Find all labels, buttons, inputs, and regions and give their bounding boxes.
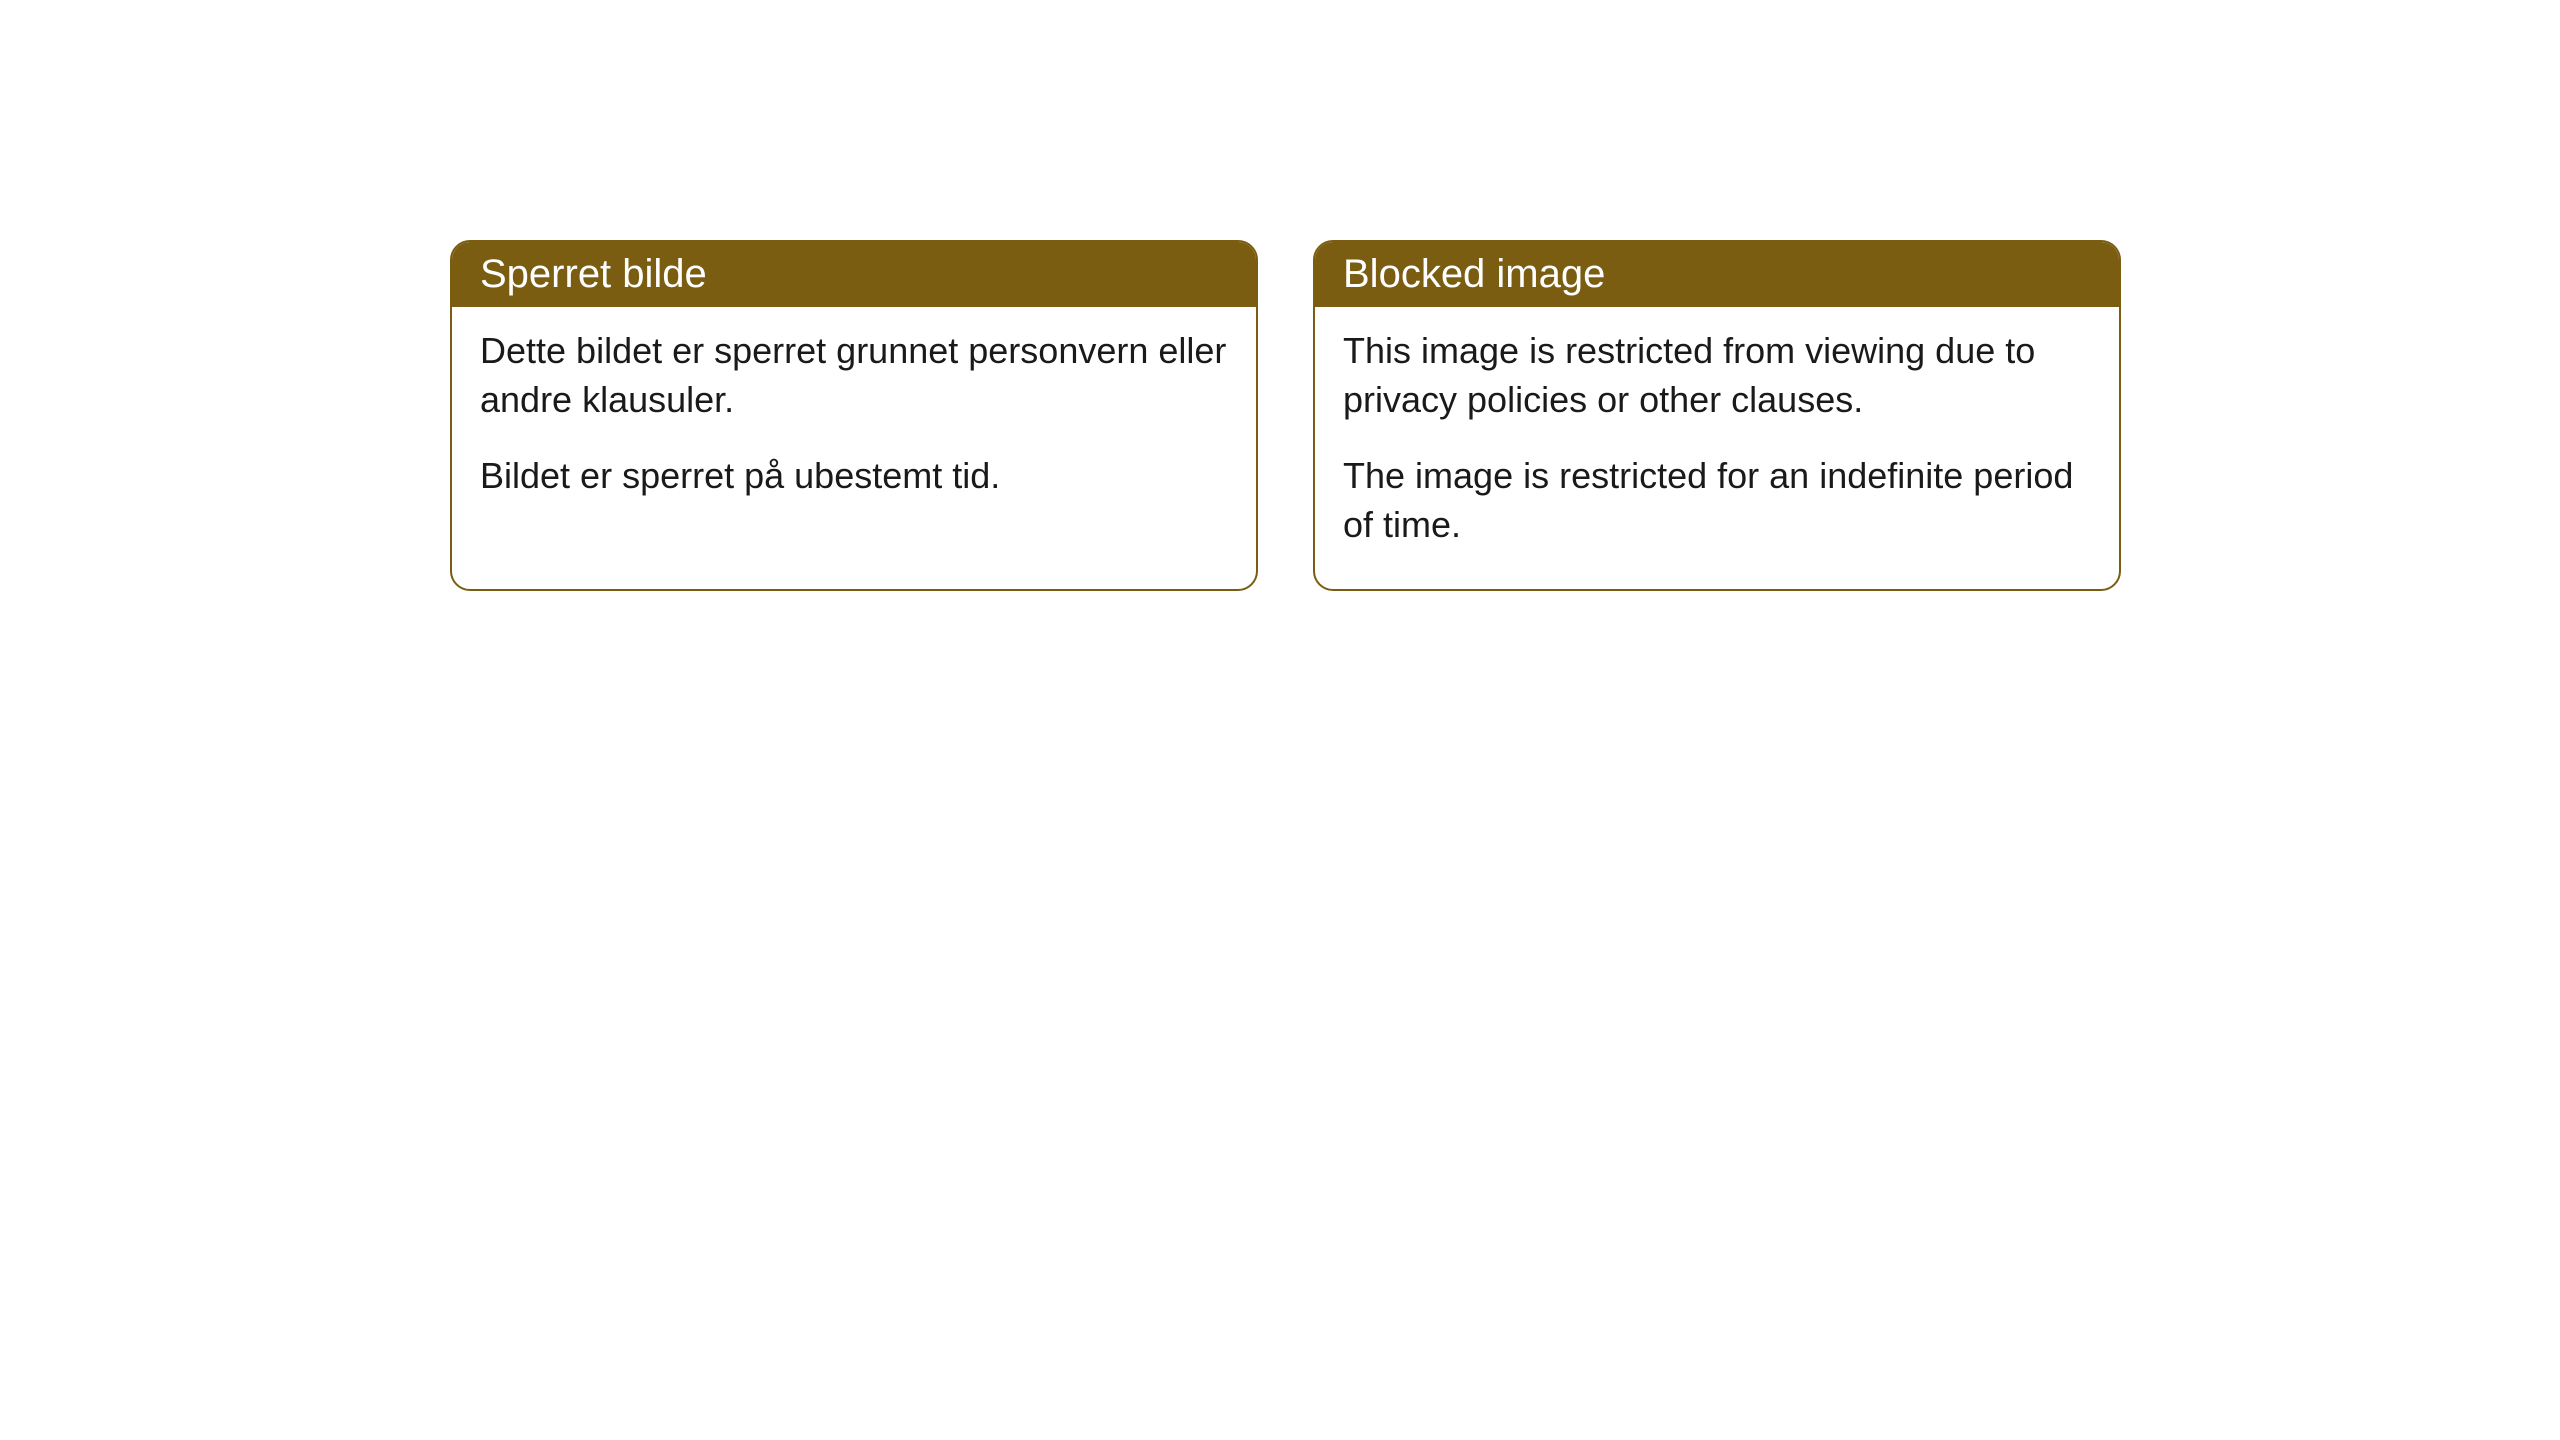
card-text-english-2: The image is restricted for an indefinit…	[1343, 452, 2091, 549]
card-text-norwegian-1: Dette bildet er sperret grunnet personve…	[480, 327, 1228, 424]
card-text-norwegian-2: Bildet er sperret på ubestemt tid.	[480, 452, 1228, 501]
blocked-image-card-norwegian: Sperret bilde Dette bildet er sperret gr…	[450, 240, 1258, 591]
notice-card-container: Sperret bilde Dette bildet er sperret gr…	[450, 240, 2121, 591]
card-text-english-1: This image is restricted from viewing du…	[1343, 327, 2091, 424]
card-title-english: Blocked image	[1343, 252, 1605, 296]
card-body-norwegian: Dette bildet er sperret grunnet personve…	[452, 307, 1256, 541]
card-header-english: Blocked image	[1315, 242, 2119, 307]
blocked-image-card-english: Blocked image This image is restricted f…	[1313, 240, 2121, 591]
card-title-norwegian: Sperret bilde	[480, 252, 707, 296]
card-header-norwegian: Sperret bilde	[452, 242, 1256, 307]
card-body-english: This image is restricted from viewing du…	[1315, 307, 2119, 589]
